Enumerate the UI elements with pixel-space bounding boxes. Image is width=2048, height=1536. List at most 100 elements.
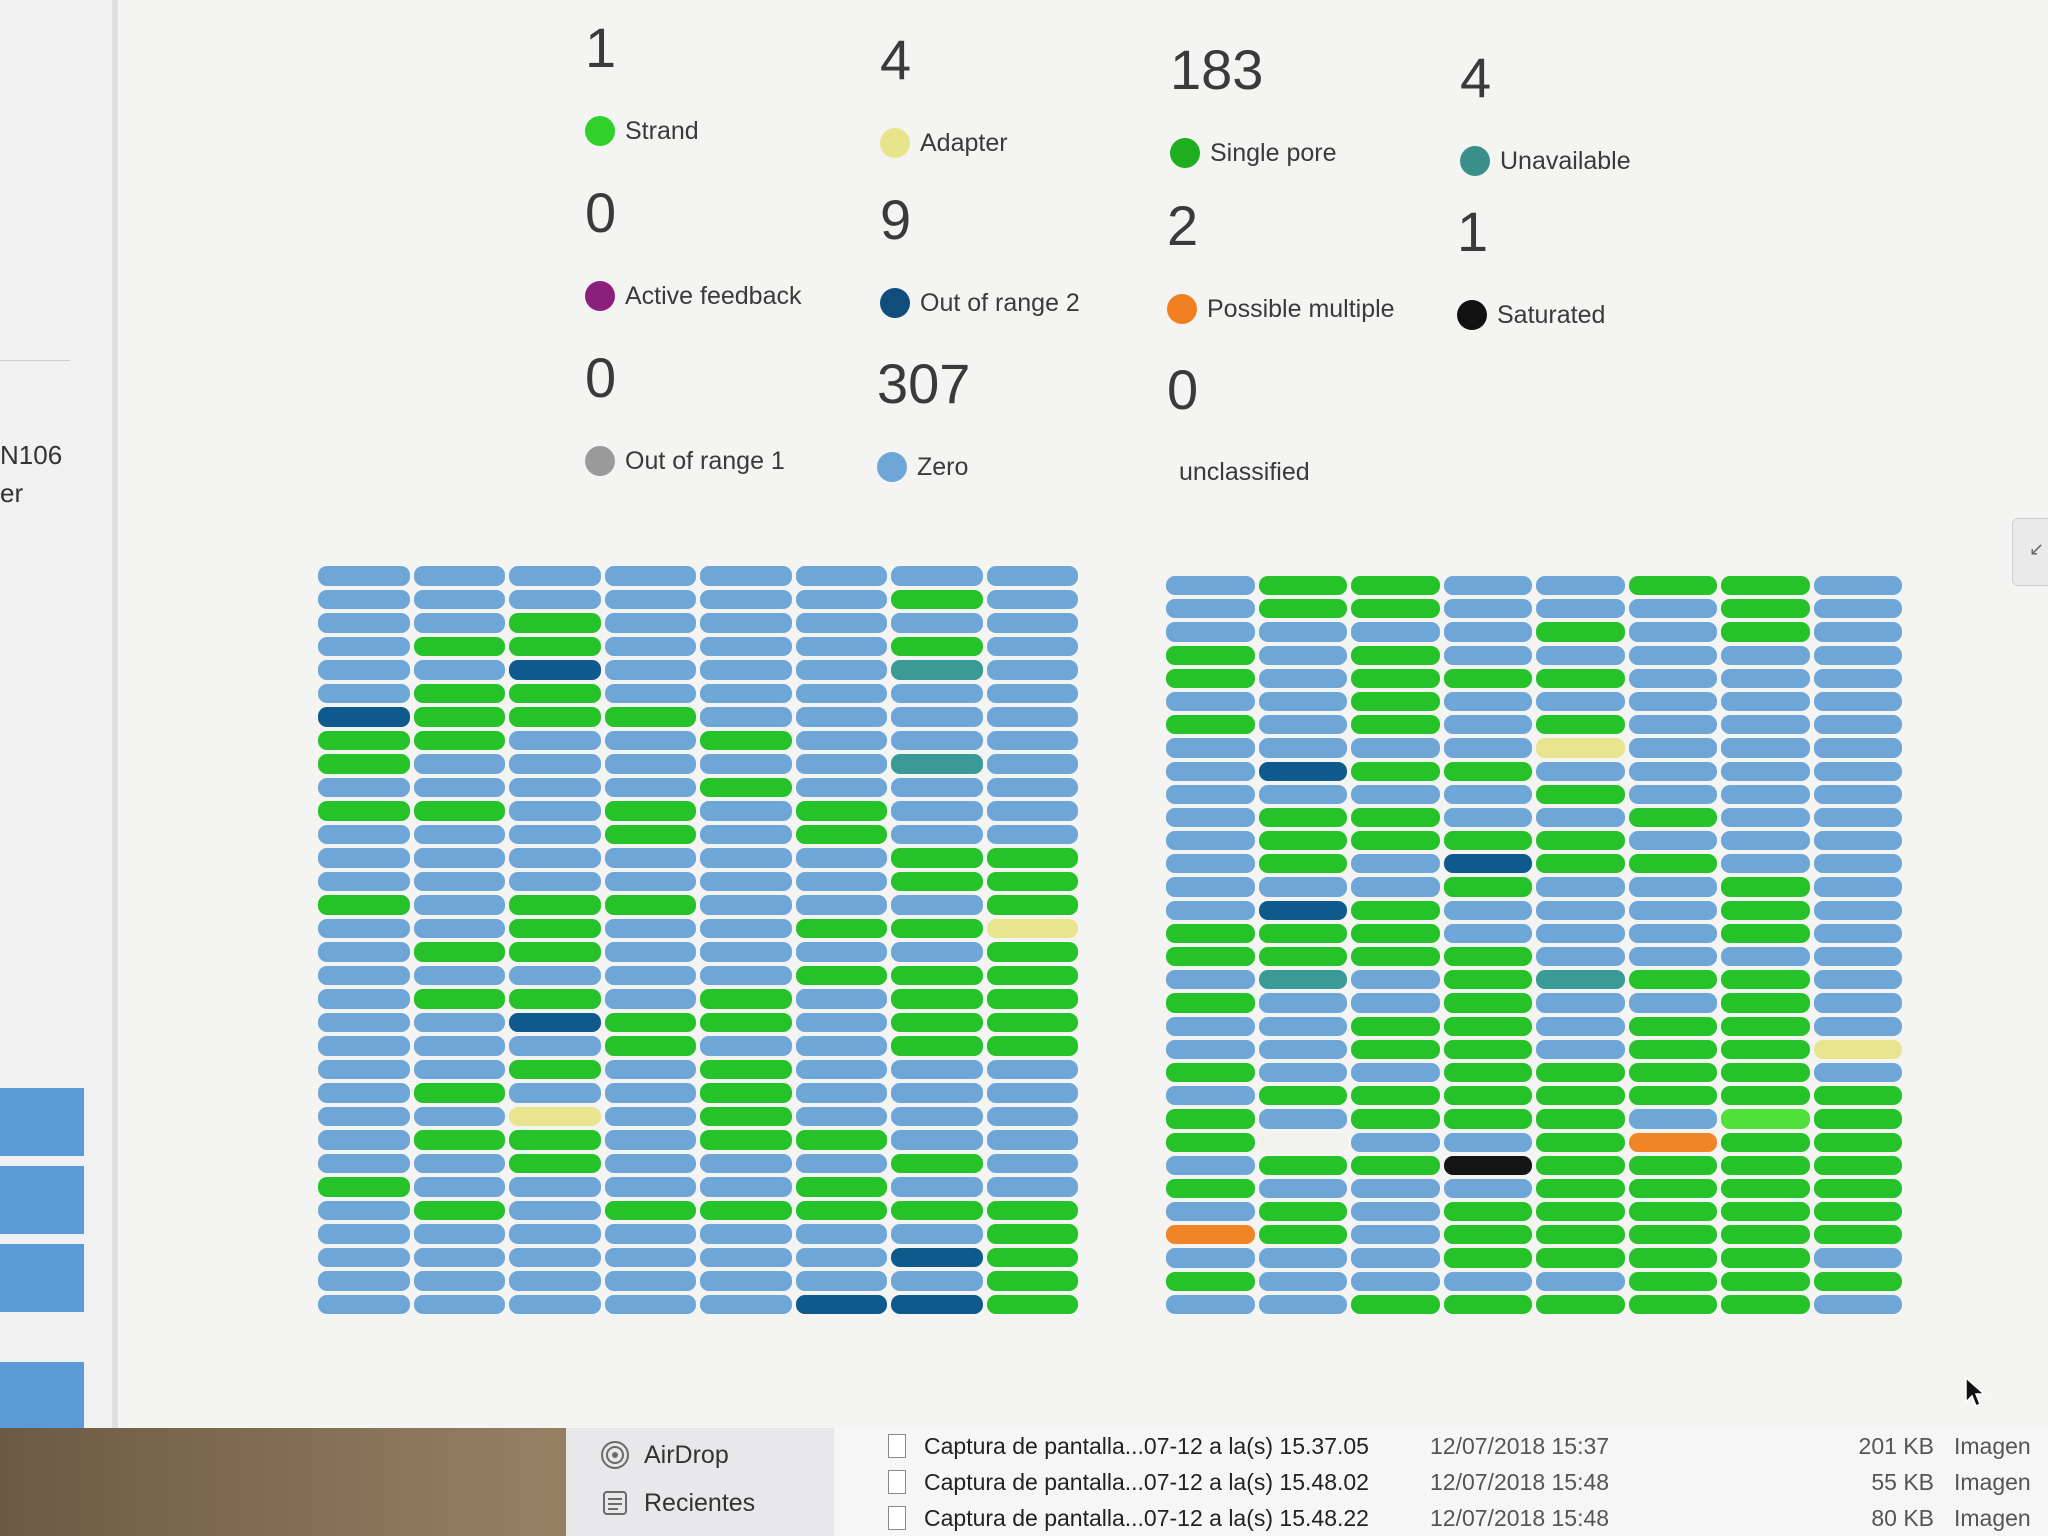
channel-grid-left [318,566,1078,1314]
channel-pill [413,683,505,703]
channel-pill [509,730,601,750]
channel-pill [1258,854,1347,874]
channel-pill [413,660,505,680]
channel-pill [1721,1132,1810,1152]
channel-pill [795,1106,887,1126]
channel-pill [413,1106,505,1126]
channel-pill [986,1200,1078,1220]
channel-pill [604,824,696,844]
channel-pill [1628,715,1717,735]
collapse-panel-button[interactable]: ↙ [2012,518,2048,586]
channel-pill [700,1177,792,1197]
channel-pill [1351,1248,1440,1268]
channel-pill [1443,645,1532,665]
channel-pill [318,1036,410,1056]
file-size: 55 KB [1871,1468,1934,1495]
file-row[interactable]: Captura de pantalla...07-12 a la(s) 15.4… [834,1464,2048,1500]
channel-pill [1258,761,1347,781]
channel-pill [509,1271,601,1291]
channel-pill [1628,854,1717,874]
channel-pill [1721,923,1810,943]
channel-pill [1628,1155,1717,1175]
finder-sidebar-item-airdrop[interactable]: AirDrop [600,1440,729,1470]
channel-pill [891,566,983,586]
file-date: 12/07/2018 15:37 [1430,1432,1610,1459]
channel-pill [1443,1109,1532,1129]
channel-pill [1813,993,1902,1013]
channel-pill [795,1177,887,1197]
channel-pill [891,1153,983,1173]
channel-pill [891,1177,983,1197]
channel-pill [1166,668,1255,688]
stat-count: 4 [880,28,912,91]
channel-pill [1721,807,1810,828]
channel-pill [1536,923,1625,943]
channel-pill [795,1247,887,1267]
stat-saturated: 1 Saturated [1457,204,1747,354]
finder-sidebar-label: Recientes [644,1488,756,1517]
channel-pill [1813,1248,1902,1268]
channel-pill [1166,1248,1255,1268]
file-row[interactable]: Captura de pantalla...07-12 a la(s) 15.3… [834,1428,2048,1464]
channel-pill [1628,1178,1717,1199]
stat-possible-multiple: 2 Possible multiple [1167,198,1457,348]
channel-pill [1258,807,1347,828]
channel-pill [413,566,505,586]
channel-pill [891,636,983,656]
channel-pill [1443,947,1532,967]
channel-pill [318,707,410,727]
file-kind: Imagen [1954,1432,2031,1459]
file-kind: Imagen [1954,1504,2031,1531]
channel-pill [1166,1039,1255,1059]
channel-pill [1443,1155,1532,1175]
channel-pill [1258,1155,1347,1175]
channel-pill [891,683,983,703]
channel-pill [1351,691,1440,712]
channel-pill [1258,1225,1347,1245]
channel-pill [1536,1039,1625,1059]
channel-pill [1628,1132,1717,1152]
channel-pill [1351,947,1440,967]
channel-pill [1813,900,1902,920]
channel-pill [1258,1086,1347,1106]
strand-dot-icon [585,116,615,146]
channel-pill [509,942,601,962]
channel-pill [318,942,410,962]
channel-pill [1813,970,1902,990]
channel-pill [318,754,410,774]
file-name: Captura de pantalla...07-12 a la(s) 15.4… [924,1468,1369,1495]
sidebar-block[interactable] [0,1362,84,1428]
channel-pill [986,1153,1078,1173]
channel-pill [1628,947,1717,967]
channel-pill [986,801,1078,821]
channel-pill [795,707,887,727]
stat-count: 307 [877,352,971,415]
channel-pill [795,636,887,656]
channel-pill [1443,970,1532,990]
channel-pill [891,1247,983,1267]
stat-count: 2 [1167,194,1199,257]
channel-pill [986,1059,1078,1079]
sidebar-block[interactable] [0,1088,84,1156]
channel-pill [1536,831,1625,851]
channel-pill [1258,576,1347,596]
channel-pill [1166,761,1255,781]
channel-pill [795,683,887,703]
possible-multiple-dot-icon [1167,294,1197,324]
channel-pill [795,942,887,962]
channel-pill [1813,599,1902,619]
channel-pill [318,1106,410,1126]
stat-adapter: 4 Adapter [880,32,1170,182]
channel-pill [1721,738,1810,758]
channel-pill [795,566,887,586]
finder-sidebar-item-recientes[interactable]: Recientes [600,1488,755,1518]
channel-pill [509,660,601,680]
channel-pill [1628,668,1717,688]
channel-pill [700,918,792,938]
channel-pill [1813,784,1902,804]
channel-pill [1628,691,1717,712]
sidebar-block[interactable] [0,1244,84,1312]
file-row[interactable]: Captura de pantalla...07-12 a la(s) 15.4… [834,1500,2048,1536]
channel-pill [509,989,601,1009]
sidebar-block[interactable] [0,1166,84,1234]
